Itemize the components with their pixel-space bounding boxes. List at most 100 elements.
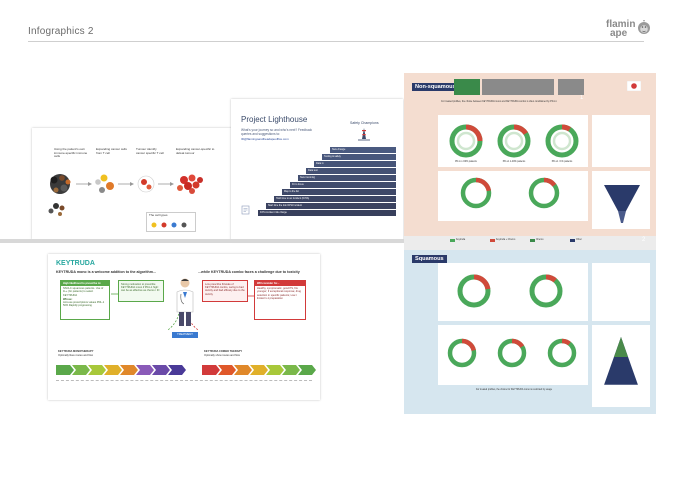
nonsq-ring-2 bbox=[497, 124, 531, 158]
nonsq-ring-5 bbox=[528, 177, 560, 209]
ring-label-1: PD-L1 ≥50% patients bbox=[455, 161, 477, 163]
page-title: Infographics 2 bbox=[28, 26, 94, 37]
green-box-text: NSCLC squamous patients. Use of 1L+ (for… bbox=[63, 287, 104, 297]
combo-therapy-sub: Optimally show routes and flow bbox=[204, 354, 240, 357]
logo-text-line2: ape bbox=[610, 28, 628, 39]
poster-legend-band bbox=[404, 236, 656, 250]
staircase-step-5: New incoming bbox=[298, 175, 396, 181]
nonsq-caption: For treated profiles, the choice between… bbox=[441, 101, 557, 103]
sq-ring-4 bbox=[497, 338, 527, 368]
legend-title: The cell types bbox=[149, 213, 168, 217]
bottom-cells bbox=[48, 203, 65, 216]
expanding-cells bbox=[95, 174, 114, 193]
nonsq-side-panel bbox=[592, 115, 650, 167]
title-divider bbox=[28, 41, 644, 42]
staircase-step-10: ICHA incident risk charge bbox=[258, 210, 396, 216]
logo-text-line1: flamin bbox=[606, 19, 636, 30]
thumbnail-cell-therapy[interactable]: Using the patient's own immune-specific … bbox=[32, 128, 232, 240]
nonsq-ring-3 bbox=[545, 124, 579, 158]
nonsq-ring-1 bbox=[449, 124, 483, 158]
keytruda-red-outcome-box: Low prescribe fit/scale of KEYTRUDA comb… bbox=[202, 280, 248, 302]
thumbnail-lung-cancer-poster[interactable]: Non-squamous Squamous 1 2 3 For treated … bbox=[404, 73, 656, 414]
sq-caption: For treated profiles, the choice for KEY… bbox=[475, 389, 553, 391]
legend-swatches bbox=[151, 222, 187, 228]
staircase-step-9: Start time the risk ICHA Incident bbox=[266, 203, 396, 209]
nonsq-side-text bbox=[412, 117, 436, 163]
expanded-red-cells bbox=[177, 174, 203, 194]
sq-side-panel bbox=[592, 263, 650, 321]
mono-therapy-sub: Optimally likes routes and flow bbox=[58, 354, 94, 357]
identified-cells bbox=[137, 175, 155, 193]
staircase-step-1: New change bbox=[330, 147, 396, 153]
cell-diagram bbox=[48, 174, 203, 216]
sq-ring-3 bbox=[447, 338, 477, 368]
keytruda-right-heading: ...while KEYTRUDA combo faces a challeng… bbox=[198, 270, 300, 274]
feedback-email-link[interactable]: ID@flamingoandheadapeoffice.com bbox=[241, 137, 289, 141]
ring-label-2: PD-L1 1-49% patients bbox=[502, 161, 526, 163]
combo-chevrons bbox=[202, 365, 316, 375]
flamingo-ape-logo: flamin ape bbox=[606, 18, 654, 52]
doc-icon bbox=[241, 205, 250, 215]
sq-pyramid bbox=[604, 337, 638, 386]
sq-ring-panel-2 bbox=[438, 325, 588, 385]
poster-rings bbox=[447, 124, 640, 386]
legend-box: The cell types bbox=[146, 212, 196, 232]
red-box-bullets: Healthy, symptomatic, good PS, fits youn… bbox=[257, 287, 301, 300]
combo-therapy-heading: KEYTRUDA COMBO THERAPY bbox=[204, 350, 243, 353]
keytruda-outcome-box: Strong motivation to prescribe KEYTRUDA … bbox=[118, 280, 164, 302]
staircase-step-8: Hold time to an Incident (ICHA) bbox=[274, 196, 396, 202]
staircase-step-7: Map to the list bbox=[282, 189, 396, 195]
keytruda-left-heading: KEYTRUDA mono is a welcome addition to t… bbox=[56, 270, 156, 274]
patient-journey-chevrons bbox=[56, 365, 316, 375]
section-number-1: 1 bbox=[580, 95, 584, 101]
legend-label-1: Keytruda bbox=[456, 239, 466, 241]
journey-note-line bbox=[56, 380, 312, 388]
squamous-title: Squamous bbox=[412, 255, 447, 263]
keytruda-flow-connectors bbox=[111, 293, 254, 331]
sq-ring-2 bbox=[529, 274, 563, 308]
legend-label-2: Keytruda + Chemo bbox=[496, 239, 516, 241]
green-box-title: High likelihood to prescribe to: bbox=[61, 281, 109, 287]
lighthouse-icon bbox=[358, 128, 370, 141]
step-caption-4: Expanding cancer-specific to defeat tumo… bbox=[176, 147, 215, 155]
mono-therapy-heading: KEYTRUDA MONOTHERAPY bbox=[58, 350, 94, 353]
legend-label-4: Other bbox=[576, 239, 582, 241]
keytruda-brand: KEYTRUDA bbox=[56, 260, 95, 267]
japan-flag-icon bbox=[627, 81, 641, 91]
header-info-box-1 bbox=[454, 79, 480, 95]
legend-chips bbox=[450, 239, 575, 242]
thumbnail-project-lighthouse[interactable]: Project Lighthouse What's your journey s… bbox=[231, 99, 403, 241]
sq-side-text bbox=[412, 269, 436, 315]
keytruda-red-box: Will consider for... Healthy, symptomati… bbox=[254, 280, 306, 320]
green-box-bullets: Anti-use prescriptions values PDL-1 50% … bbox=[63, 301, 105, 308]
red-box-title: Will consider for... bbox=[255, 281, 305, 287]
treatment-label: TREATMENT bbox=[172, 332, 198, 338]
ring-label-3: PD-L1 <1% patients bbox=[551, 161, 573, 163]
nonsq-ring-panel bbox=[438, 115, 588, 167]
header-info-box-3 bbox=[558, 79, 584, 95]
keytruda-green-box: High likelihood to prescribe to: NSCLC s… bbox=[60, 280, 110, 320]
legend-label-3: Chemo bbox=[536, 239, 544, 241]
staircase-step-6: Fit to focus bbox=[290, 182, 396, 188]
step-caption-2: Expanding cancer cells from T cell bbox=[96, 147, 127, 155]
doctor-figure-icon bbox=[176, 278, 194, 326]
tumour-cells-cluster bbox=[50, 174, 71, 194]
sq-ring-5 bbox=[547, 338, 577, 368]
staircase-step-4: Data test bbox=[306, 168, 396, 174]
nonsq-ring-4 bbox=[460, 177, 492, 209]
non-squamous-title: Non-squamous bbox=[412, 83, 459, 91]
section-divider-band bbox=[0, 239, 404, 243]
section-number-2: 2 bbox=[642, 237, 646, 243]
thumbnail-keytruda[interactable]: KEYTRUDA KEYTRUDA mono is a welcome addi… bbox=[48, 254, 320, 400]
nonsq-caption-box: For treated profiles, the choice between… bbox=[414, 101, 584, 111]
staircase-step-2: Testing & safety bbox=[322, 154, 396, 160]
ape-face-icon bbox=[638, 20, 650, 34]
staircase-title: Safety Champions bbox=[350, 121, 379, 125]
green-box-note: Whose: bbox=[63, 297, 73, 301]
sq-ring-1 bbox=[457, 274, 491, 308]
step-caption-1: Using the patient's own immune-specific … bbox=[54, 147, 88, 158]
staircase-step-3: Data in bbox=[314, 161, 396, 167]
step-caption-3: Tumour identify cancer specific T cell bbox=[136, 147, 164, 155]
lighthouse-title: Project Lighthouse bbox=[241, 115, 308, 124]
